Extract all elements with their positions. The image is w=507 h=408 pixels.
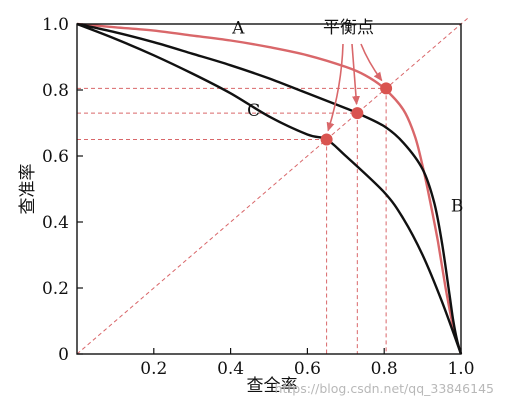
break-even-points <box>320 82 393 146</box>
break-even-point-3 <box>380 82 393 95</box>
curve-label-c: C <box>247 101 260 121</box>
dashed-guide-lines <box>77 87 387 354</box>
x-tick-label: 0.6 <box>294 359 321 379</box>
x-tick-label: 0.4 <box>217 359 244 379</box>
x-axis-title: 查全率 <box>247 376 298 396</box>
watermark: https://blog.csdn.net/qq_33846145 <box>275 381 494 396</box>
x-ticks: 0.2 0.4 0.6 0.8 1.0 <box>140 348 475 379</box>
x-tick-label: 0.8 <box>371 359 398 379</box>
curve-b <box>76 22 463 355</box>
annotation-arrow-3 <box>360 43 383 82</box>
annotation-label: 平衡点 <box>323 18 374 38</box>
axes: 0.2 0.4 0.6 0.8 1.0 0 0.2 0.4 0.6 0.8 1.0 <box>42 15 475 379</box>
y-tick-label: 1.0 <box>42 15 69 35</box>
y-tick-label: 0.2 <box>42 279 69 299</box>
plot-frame <box>76 23 462 355</box>
y-tick-label: 0.6 <box>42 147 69 167</box>
y-tick-label: 0.8 <box>42 81 69 101</box>
break-even-point-1 <box>320 133 333 146</box>
x-tick-label: 0.2 <box>140 359 167 379</box>
annotation-arrows <box>326 43 383 132</box>
curve-label-a: A <box>231 18 245 38</box>
annotation-arrow-2 <box>351 43 360 106</box>
curve-labels: A B C <box>231 18 463 216</box>
break-even-point-2 <box>351 107 364 120</box>
x-tick-label: 1.0 <box>447 359 474 379</box>
diagonal-reference-line <box>76 17 470 355</box>
y-tick-label: 0.4 <box>42 213 69 233</box>
annotation-arrow-1 <box>326 43 344 132</box>
curve-label-b: B <box>451 197 464 217</box>
y-axis-title: 查准率 <box>18 164 38 215</box>
y-ticks: 0 0.2 0.4 0.6 0.8 1.0 <box>42 15 83 365</box>
curve-c <box>76 22 463 355</box>
y-tick-label: 0 <box>58 345 69 365</box>
